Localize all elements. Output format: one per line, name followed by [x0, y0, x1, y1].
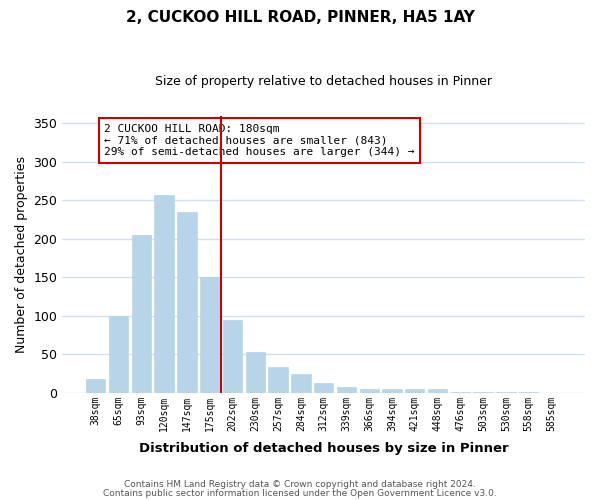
Y-axis label: Number of detached properties: Number of detached properties [15, 156, 28, 352]
Bar [177, 212, 197, 393]
Bar [109, 316, 128, 393]
Title: Size of property relative to detached houses in Pinner: Size of property relative to detached ho… [155, 75, 492, 88]
Text: Contains public sector information licensed under the Open Government Licence v3: Contains public sector information licen… [103, 488, 497, 498]
Bar [382, 389, 402, 393]
Bar [131, 235, 151, 393]
Bar [154, 195, 174, 393]
Bar [200, 278, 220, 393]
Bar [519, 392, 538, 393]
Text: Contains HM Land Registry data © Crown copyright and database right 2024.: Contains HM Land Registry data © Crown c… [124, 480, 476, 489]
X-axis label: Distribution of detached houses by size in Pinner: Distribution of detached houses by size … [139, 442, 508, 455]
Bar [473, 392, 493, 393]
Bar [314, 383, 334, 393]
Bar [405, 389, 424, 393]
Bar [451, 392, 470, 393]
Text: 2 CUCKOO HILL ROAD: 180sqm
← 71% of detached houses are smaller (843)
29% of sem: 2 CUCKOO HILL ROAD: 180sqm ← 71% of deta… [104, 124, 415, 157]
Bar [223, 320, 242, 393]
Text: 2, CUCKOO HILL ROAD, PINNER, HA5 1AY: 2, CUCKOO HILL ROAD, PINNER, HA5 1AY [125, 10, 475, 25]
Bar [245, 352, 265, 393]
Bar [291, 374, 311, 393]
Bar [268, 368, 288, 393]
Bar [496, 392, 515, 393]
Bar [359, 389, 379, 393]
Bar [337, 386, 356, 393]
Bar [428, 389, 447, 393]
Bar [86, 379, 106, 393]
